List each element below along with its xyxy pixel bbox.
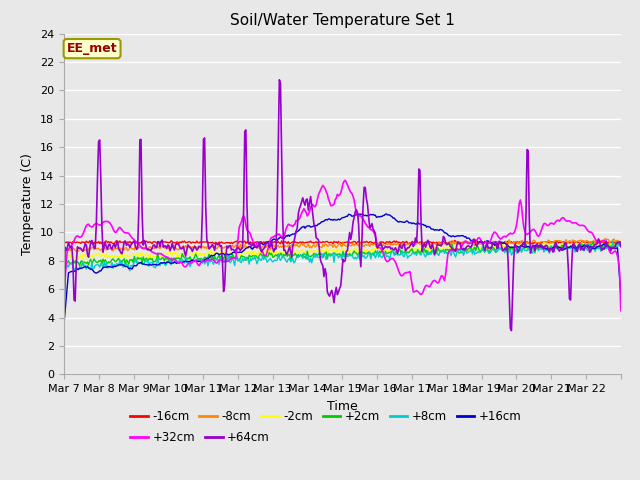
- Y-axis label: Temperature (C): Temperature (C): [22, 153, 35, 255]
- +64cm: [508, 328, 515, 334]
- -16cm: [413, 238, 420, 243]
- -16cm: [60, 238, 68, 244]
- +32cm: [617, 308, 625, 313]
- +16cm: [60, 321, 68, 326]
- +64cm: [362, 196, 370, 202]
- -8cm: [518, 238, 525, 243]
- -16cm: [392, 240, 399, 245]
- +64cm: [393, 247, 401, 253]
- -8cm: [326, 241, 333, 247]
- -8cm: [61, 249, 69, 254]
- -2cm: [617, 242, 625, 248]
- +8cm: [518, 250, 525, 255]
- +16cm: [383, 211, 390, 217]
- Line: -2cm: -2cm: [64, 242, 621, 259]
- -2cm: [518, 240, 525, 246]
- -2cm: [362, 248, 370, 254]
- +2cm: [518, 248, 525, 254]
- +32cm: [341, 178, 349, 183]
- +2cm: [362, 251, 370, 257]
- +16cm: [393, 217, 401, 223]
- +16cm: [328, 216, 335, 222]
- +8cm: [362, 255, 370, 261]
- +64cm: [326, 293, 333, 299]
- Line: +16cm: +16cm: [64, 214, 621, 324]
- +32cm: [362, 222, 370, 228]
- +32cm: [605, 246, 612, 252]
- +64cm: [329, 292, 337, 298]
- +2cm: [614, 239, 621, 245]
- X-axis label: Time: Time: [327, 400, 358, 413]
- -16cm: [488, 241, 496, 247]
- +64cm: [60, 309, 68, 314]
- Line: +8cm: +8cm: [64, 241, 621, 271]
- +32cm: [60, 319, 68, 325]
- -16cm: [362, 240, 369, 245]
- -8cm: [602, 236, 609, 241]
- +8cm: [617, 242, 625, 248]
- +2cm: [76, 263, 83, 269]
- -2cm: [60, 252, 68, 258]
- +16cm: [324, 216, 332, 222]
- -2cm: [393, 250, 401, 255]
- -16cm: [606, 240, 614, 245]
- -8cm: [60, 245, 68, 251]
- +8cm: [60, 264, 68, 270]
- Line: -8cm: -8cm: [64, 239, 621, 252]
- +2cm: [617, 243, 625, 249]
- -2cm: [79, 256, 87, 262]
- -2cm: [329, 248, 337, 253]
- -16cm: [328, 240, 335, 245]
- +32cm: [324, 196, 332, 202]
- +16cm: [362, 213, 369, 218]
- +16cm: [518, 242, 525, 248]
- Line: +2cm: +2cm: [64, 242, 621, 266]
- +2cm: [605, 241, 612, 247]
- +8cm: [126, 268, 134, 274]
- +8cm: [329, 251, 337, 257]
- +64cm: [617, 244, 625, 250]
- +64cm: [275, 77, 283, 83]
- -2cm: [326, 246, 333, 252]
- -2cm: [616, 240, 623, 245]
- -8cm: [393, 242, 401, 248]
- +2cm: [326, 252, 333, 257]
- +64cm: [606, 244, 614, 250]
- -8cm: [617, 239, 625, 245]
- -8cm: [329, 244, 337, 250]
- Title: Soil/Water Temperature Set 1: Soil/Water Temperature Set 1: [230, 13, 455, 28]
- -16cm: [519, 239, 527, 244]
- -2cm: [605, 243, 612, 249]
- +8cm: [605, 245, 612, 251]
- +32cm: [328, 203, 335, 209]
- Legend: +32cm, +64cm: +32cm, +64cm: [125, 426, 275, 449]
- -8cm: [606, 240, 614, 246]
- +16cm: [605, 244, 612, 250]
- +32cm: [393, 262, 401, 268]
- +8cm: [326, 252, 333, 258]
- -16cm: [324, 240, 332, 245]
- +2cm: [329, 251, 337, 256]
- Text: EE_met: EE_met: [67, 42, 117, 55]
- Line: +32cm: +32cm: [64, 180, 621, 322]
- +8cm: [609, 238, 617, 244]
- -16cm: [617, 239, 625, 245]
- +8cm: [393, 249, 401, 255]
- +16cm: [617, 292, 625, 298]
- +32cm: [518, 203, 525, 209]
- +64cm: [519, 241, 527, 247]
- Line: +64cm: +64cm: [64, 80, 621, 331]
- Line: -16cm: -16cm: [64, 240, 621, 244]
- +2cm: [60, 259, 68, 265]
- +2cm: [393, 251, 401, 256]
- -8cm: [362, 242, 370, 248]
